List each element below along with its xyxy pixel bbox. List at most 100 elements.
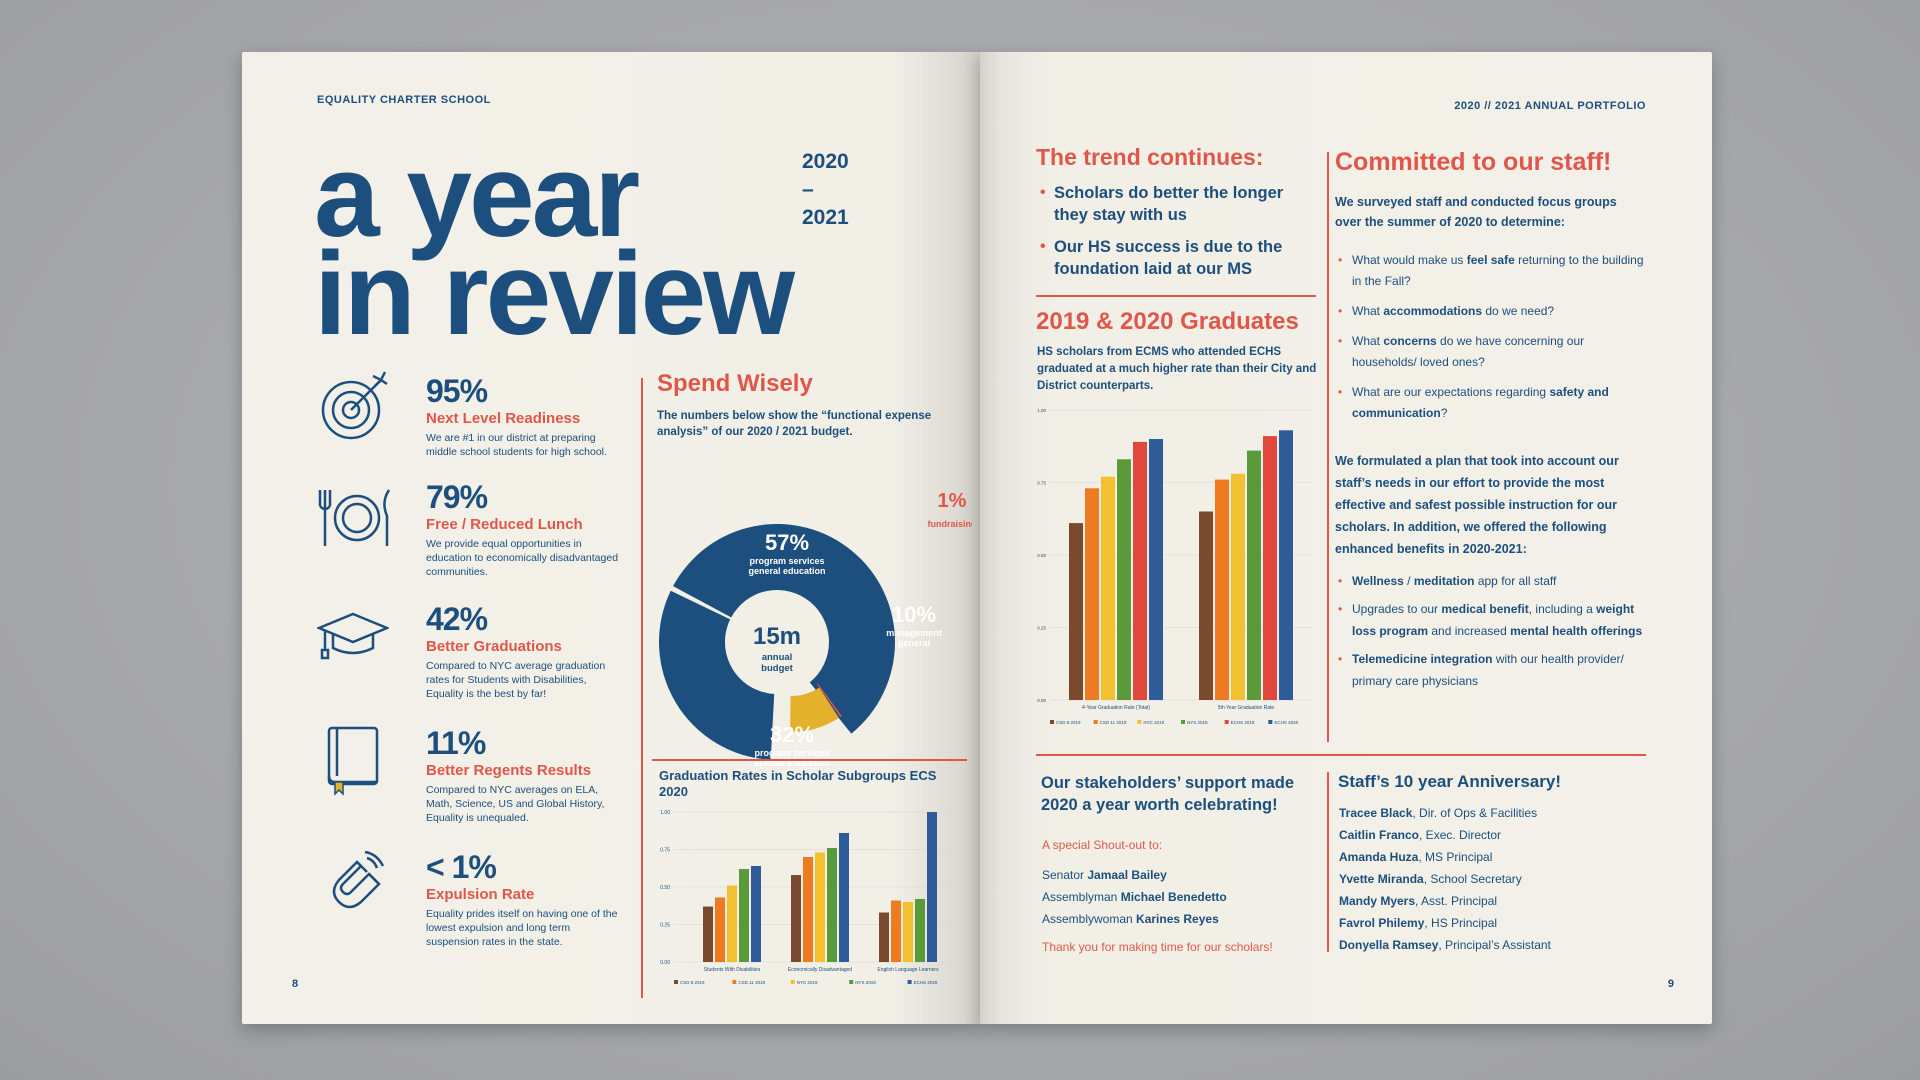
legend-swatch <box>790 980 795 984</box>
slice-value-label: 57% <box>765 530 809 555</box>
staff-name: Amanda Huza <box>1339 850 1419 864</box>
graduates-title: 2019 & 2020 Graduates <box>1036 308 1299 335</box>
stat-desc: Equality prides itself on having one of … <box>426 908 618 948</box>
bar <box>1085 488 1099 700</box>
official: Assemblywoman Karines Reyes <box>1042 912 1219 926</box>
legend-swatch <box>674 980 678 984</box>
slice-name-label: program services <box>749 556 824 566</box>
bar <box>1101 476 1115 700</box>
slice-value-label: 1% <box>938 490 967 512</box>
stat-pct: 11% <box>426 725 486 761</box>
stat-label: Better Regents Results <box>426 762 592 779</box>
donut-slice <box>659 590 775 760</box>
legend-label: NYC 2019 <box>1143 720 1164 725</box>
column-divider <box>1327 152 1329 742</box>
y-tick-label: 0.50 <box>1037 553 1046 558</box>
anniversary-list: Tracee Black, Dir. of Ops & Facilities Ca… <box>1339 802 1551 956</box>
subgroup-chart-title: Graduation Rates in Scholar Subgroups EC… <box>659 768 937 799</box>
anniversary-staff: Amanda Huza, MS Principal <box>1339 850 1493 864</box>
bar <box>1069 523 1083 700</box>
bar <box>703 906 713 962</box>
survey-question: What accommodations do we need? <box>1338 301 1648 322</box>
slice-name-label: special education <box>754 758 830 768</box>
legend-label: CSD 8 2019 <box>1056 720 1081 725</box>
year-end: 2021 <box>802 206 849 229</box>
y-tick-label: 0.00 <box>660 960 670 966</box>
legend-swatch <box>849 980 854 984</box>
donut-center-label: annual <box>762 652 793 663</box>
donut-slice <box>790 687 839 732</box>
staff-name: Tracee Black <box>1339 806 1413 820</box>
y-tick-label: 0.75 <box>1037 481 1046 486</box>
right-page: 2020 // 2021 ANNUAL PORTFOLIO The trend … <box>980 52 1712 1024</box>
slice-name-label: general education <box>748 566 825 576</box>
bar <box>715 897 725 962</box>
stat-pct: 79% <box>426 479 488 515</box>
stat-pct: 95% <box>426 373 488 409</box>
benefits-list: Wellness / meditation app for all staff U… <box>1338 570 1648 698</box>
y-tick-label: 1.00 <box>1037 408 1046 413</box>
x-category-label: 4-Year Graduation Rate (Total) <box>1082 705 1150 711</box>
thanks-line: Thank you for making time for our schola… <box>1042 940 1273 954</box>
stat-regents: 11% Better Regents Results Compared to N… <box>426 726 626 825</box>
slice-name-label: management <box>886 628 942 638</box>
column-divider <box>1327 772 1329 952</box>
bar <box>903 902 913 962</box>
legend-swatch <box>907 980 912 984</box>
staff-name: Favrol Philemy <box>1339 916 1425 930</box>
staff-name: Donyella Ramsey <box>1339 938 1439 952</box>
donut-center-label: budget <box>761 663 793 674</box>
school-name: EQUALITY CHARTER SCHOOL <box>317 94 491 106</box>
bar <box>1133 441 1147 700</box>
bar <box>891 900 901 962</box>
bar <box>879 912 889 962</box>
legend-swatch <box>1224 720 1229 724</box>
stat-desc: We provide equal opportunities in educat… <box>426 538 619 578</box>
slice-name-label: general <box>898 638 930 648</box>
donut-hole <box>727 592 827 692</box>
benefit-emphasis: mental health offerings <box>1510 624 1643 638</box>
bar <box>1247 450 1261 700</box>
bar <box>1263 436 1277 700</box>
official-name: Jamaal Bailey <box>1087 868 1167 882</box>
graduation-cap-icon <box>317 612 389 660</box>
x-category-label: English Language Learners <box>877 967 939 973</box>
stat-pct: < 1% <box>426 849 497 885</box>
stat-desc: Compared to NYC average graduation rates… <box>426 660 606 700</box>
trend-title: The trend continues: <box>1036 144 1264 170</box>
stat-desc: We are #1 in our district at preparing m… <box>426 432 607 458</box>
trend-point: Our HS success is due to the foundation … <box>1040 236 1310 280</box>
x-category-label: Students With Disabilities <box>704 967 761 973</box>
anniversary-staff: Donyella Ramsey, Principal’s Assistant <box>1339 938 1551 952</box>
official: Senator Jamaal Bailey <box>1042 868 1167 882</box>
y-tick-label: 0.25 <box>660 923 670 929</box>
x-category-label: 5th Year Graduation Rate <box>1218 705 1275 711</box>
official-name: Michael Benedetto <box>1120 890 1227 904</box>
trend-list: Scholars do better the longer they stay … <box>1040 182 1310 290</box>
bar <box>803 857 813 962</box>
legend-swatch <box>1137 720 1142 724</box>
page-number: 8 <box>292 978 299 990</box>
stat-graduations: 42% Better Graduations Compared to NYC a… <box>426 602 626 701</box>
stat-label: Better Graduations <box>426 638 562 655</box>
legend-swatch <box>1093 720 1098 724</box>
bar <box>1279 430 1293 700</box>
section-divider <box>652 759 967 761</box>
page-number: 9 <box>1667 978 1674 990</box>
survey-question: What are our expectations regarding safe… <box>1338 382 1648 424</box>
plate-utensils-icon <box>318 489 391 546</box>
slice-name-label: program services <box>754 748 829 758</box>
bar <box>791 875 801 962</box>
benefit-emphasis: medical benefit <box>1441 602 1529 616</box>
plan-paragraph: We formulated a plan that took into acco… <box>1335 454 1619 556</box>
legend-label: NYS 2019 <box>855 980 876 985</box>
slice-value-label: 10% <box>892 602 936 627</box>
section-divider <box>1036 295 1316 297</box>
legend-swatch <box>1050 720 1054 724</box>
official-name: Karines Reyes <box>1136 912 1219 926</box>
anniversary-staff: Favrol Philemy, HS Principal <box>1339 916 1498 930</box>
bar <box>927 812 937 962</box>
support-title: Our stakeholders’ support made 2020 a ye… <box>1041 774 1295 814</box>
legend-label: ECHS 2020 <box>914 980 938 985</box>
